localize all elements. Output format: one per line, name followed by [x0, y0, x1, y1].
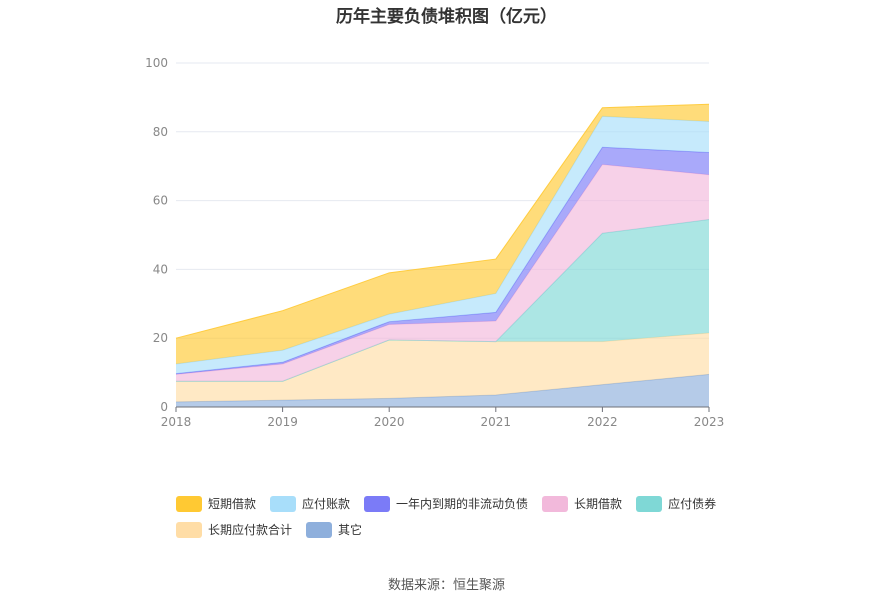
chart-title: 历年主要负债堆积图（亿元）	[336, 7, 557, 27]
x-tick-label: 2020	[374, 415, 405, 429]
x-tick-label: 2022	[587, 415, 618, 429]
legend-label: 长期借款	[574, 497, 623, 511]
area-series	[176, 219, 709, 382]
y-tick-label: 60	[153, 194, 168, 208]
area-series	[176, 164, 709, 382]
y-tick-label: 20	[153, 331, 168, 345]
area-series	[176, 374, 709, 407]
area-series	[176, 104, 709, 364]
legend-swatch	[542, 495, 569, 512]
x-tick-label: 2019	[267, 415, 298, 429]
y-tick-label: 40	[153, 262, 168, 276]
legend-label: 长期应付款合计	[208, 523, 293, 537]
area-series	[176, 333, 709, 402]
x-tick-label: 2018	[161, 415, 192, 429]
y-tick-label: 0	[160, 400, 168, 414]
legend-item[interactable]: 短期借款	[176, 495, 256, 512]
legend-swatch	[306, 521, 333, 538]
legend-item[interactable]: 一年内到期的非流动负债	[364, 495, 528, 512]
legend-label: 应付债券	[668, 497, 717, 511]
legend-swatch	[176, 495, 202, 512]
legend-label: 其它	[338, 523, 363, 537]
legend-item[interactable]: 其它	[306, 521, 362, 538]
legend-swatch	[176, 521, 202, 538]
legend-item[interactable]: 长期应付款合计	[176, 521, 292, 538]
series-line	[175, 103, 710, 339]
y-tick-label: 80	[153, 125, 168, 139]
y-tick-label: 100	[145, 56, 168, 70]
legend-label: 应付账款	[302, 497, 351, 511]
x-tick-label: 2023	[694, 415, 725, 429]
source-note: 数据来源：恒生聚源	[387, 578, 505, 593]
legend-label: 短期借款	[208, 497, 257, 511]
legend: 短期借款 应付账款 一年内到期的非流动负债 长期借款 应付债券长期应付款合计 其它	[176, 495, 756, 538]
legend-item[interactable]: 长期借款	[542, 495, 622, 512]
legend-swatch	[270, 495, 297, 512]
legend-label: 一年内到期的非流动负债	[396, 497, 529, 511]
legend-item[interactable]: 应付债券	[636, 495, 716, 512]
legend-swatch	[364, 495, 391, 512]
area-series	[176, 116, 709, 374]
x-tick-label: 2021	[481, 415, 512, 429]
legend-swatch	[636, 495, 663, 512]
legend-item[interactable]: 应付账款	[270, 495, 350, 512]
